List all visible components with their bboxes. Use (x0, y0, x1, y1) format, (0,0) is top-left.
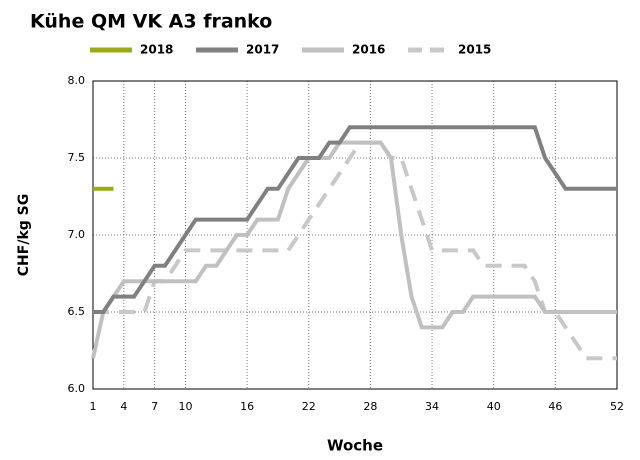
x-tick-label: 7 (151, 400, 158, 413)
line-series (93, 125, 617, 314)
line-series (91, 140, 617, 359)
y-tick-label: 6.5 (68, 305, 86, 318)
legend-label: 2015 (458, 43, 491, 57)
x-tick-label: 10 (178, 400, 192, 413)
legend-label: 2017 (246, 43, 279, 57)
x-tick-label: 52 (610, 400, 624, 413)
legend-label: 2018 (140, 43, 173, 57)
x-axis-label: Woche (327, 437, 383, 455)
x-tick-label: 4 (120, 400, 127, 413)
x-tick-label: 22 (302, 400, 316, 413)
x-tick-label: 16 (240, 400, 254, 413)
y-tick-label: 8.0 (68, 74, 86, 87)
x-tick-label: 40 (487, 400, 501, 413)
x-tick-label: 46 (548, 400, 562, 413)
x-tick-label: 34 (425, 400, 439, 413)
y-tick-label: 6.0 (68, 382, 86, 395)
y-tick-label: 7.0 (68, 228, 86, 241)
plot-border (92, 80, 618, 390)
legend-label: 2016 (352, 43, 385, 57)
y-axis-label: CHF/kg SG (16, 194, 32, 276)
x-tick-label: 1 (90, 400, 97, 413)
x-tick-label: 28 (363, 400, 377, 413)
y-tick-label: 7.5 (68, 151, 86, 164)
chart-title: Kühe QM VK A3 franko (30, 11, 272, 33)
